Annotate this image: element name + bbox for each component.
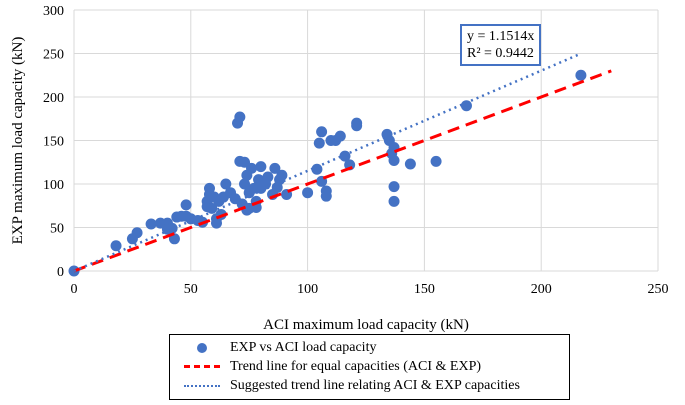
data-point (239, 178, 251, 190)
legend-item-scatter: EXP vs ACI load capacity (184, 340, 376, 356)
legend-label: EXP vs ACI load capacity (230, 340, 377, 355)
data-point (269, 162, 281, 174)
x-tick-label: 200 (531, 282, 552, 297)
y-tick-label: 200 (43, 91, 64, 106)
x-tick-label: 50 (184, 282, 198, 297)
y-tick-label: 150 (43, 135, 64, 150)
r-squared-text: R² = 0.9442 (467, 46, 534, 61)
x-axis-label: ACI maximum load capacity (kN) (263, 317, 469, 333)
legend-label: Trend line for equal capacities (ACI & E… (230, 359, 482, 374)
data-point (131, 227, 143, 239)
legend: EXP vs ACI load capacity Trend line for … (169, 334, 570, 400)
legend-item-equal-trend: Trend line for equal capacities (ACI & E… (184, 359, 481, 375)
x-tick-label: 250 (648, 282, 669, 297)
data-point (276, 169, 288, 181)
suggested-trend-line (73, 52, 582, 273)
data-point (210, 217, 222, 229)
y-tick-label: 300 (43, 4, 64, 19)
data-point (575, 69, 587, 81)
data-point (388, 181, 400, 193)
data-point (320, 190, 332, 202)
y-tick-label: 50 (50, 222, 64, 237)
equation-text: y = 1.1514x (467, 29, 535, 44)
equal-capacity-trend-line (73, 69, 612, 273)
data-point (180, 199, 192, 211)
data-point (404, 158, 416, 170)
legend-label: Suggested trend line relating ACI & EXP … (230, 378, 520, 393)
data-point (388, 155, 400, 167)
x-tick-label: 150 (414, 282, 435, 297)
legend-item-suggested-trend: Suggested trend line relating ACI & EXP … (184, 378, 520, 394)
data-point (316, 126, 328, 138)
y-tick-label: 0 (57, 265, 64, 280)
data-point (234, 111, 246, 123)
data-point (145, 218, 157, 230)
data-point (334, 130, 346, 142)
y-tick-label: 250 (43, 48, 64, 63)
y-axis-label: EXP maximum load capacity (kN) (10, 37, 26, 245)
y-tick-label: 100 (43, 178, 64, 193)
data-point (220, 178, 232, 190)
data-point (110, 240, 122, 252)
data-point (313, 137, 325, 149)
data-point (166, 222, 178, 234)
data-point (460, 100, 472, 112)
data-point (255, 161, 267, 173)
x-tick-label: 0 (71, 282, 78, 297)
data-point (311, 163, 323, 175)
x-tick-label: 100 (297, 282, 318, 297)
plot-area: 0 50 100 150 200 250 300 0 50 100 150 200 250 ACI max… (10, 4, 669, 333)
data-point (388, 195, 400, 207)
data-point (351, 117, 363, 129)
data-point (430, 155, 442, 167)
data-point (262, 171, 274, 183)
data-point (302, 187, 314, 199)
data-point (246, 162, 258, 174)
trendline-equation-box: y = 1.1514x R² = 0.9442 (460, 24, 542, 66)
data-point (206, 202, 218, 214)
